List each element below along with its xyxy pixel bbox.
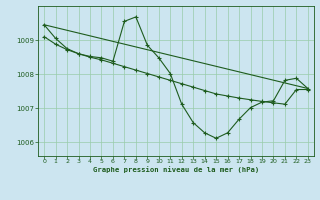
X-axis label: Graphe pression niveau de la mer (hPa): Graphe pression niveau de la mer (hPa) xyxy=(93,167,259,173)
